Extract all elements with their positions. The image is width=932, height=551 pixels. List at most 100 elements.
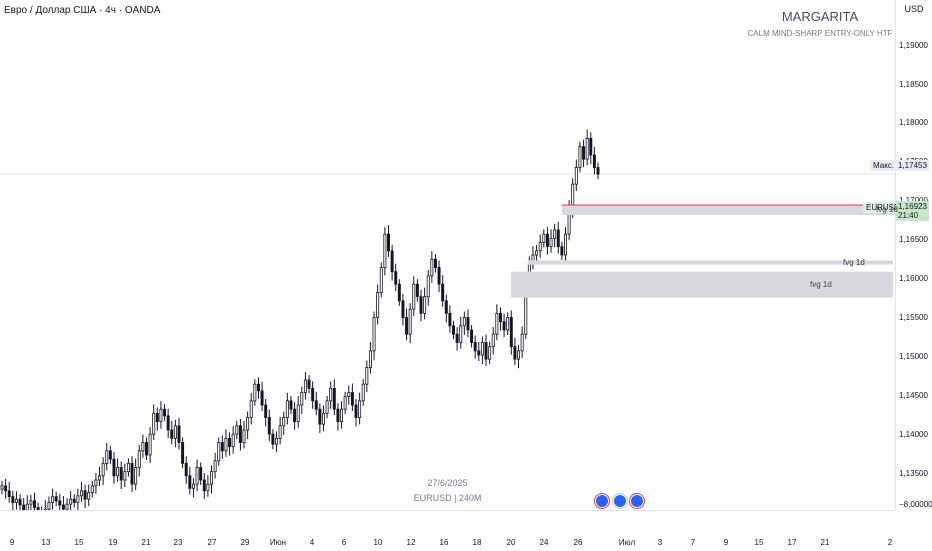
candle-body <box>574 167 578 185</box>
candle-body <box>509 317 513 348</box>
candle-body <box>372 317 376 352</box>
candle-body <box>87 492 91 500</box>
candle-body <box>206 483 210 492</box>
candle-body <box>589 137 593 156</box>
time-tick-label: 17 <box>787 538 797 547</box>
economic-event-icon[interactable] <box>595 494 609 508</box>
candle-body <box>134 467 138 485</box>
candle-body <box>289 400 293 410</box>
candle-body <box>25 503 29 510</box>
candle-body <box>426 275 430 298</box>
time-axis[interactable]: 9 13 15 19 21 23 27 29 Июн 4 6 10 12 16 18 20 24 26 Июл 3 7 9… <box>0 510 895 551</box>
time-tick-label: 13 <box>41 538 51 547</box>
fvg-zone-label: fvg 1d <box>843 257 865 267</box>
candle-body <box>246 417 250 431</box>
candle-body <box>242 429 246 443</box>
candle-body <box>296 404 300 423</box>
candle-body <box>119 467 123 481</box>
candle-body <box>220 442 224 452</box>
candle-body <box>517 350 521 360</box>
fvg-zone-label: fvg 1d <box>876 205 898 214</box>
candle-body <box>365 367 369 385</box>
candle-body <box>325 400 329 414</box>
candle-body <box>495 312 499 335</box>
candle-body <box>444 300 448 314</box>
candle-body <box>33 500 36 508</box>
candle-body <box>105 450 109 464</box>
currency-button[interactable]: USD <box>900 2 928 17</box>
candle-body <box>354 404 358 418</box>
candle-body <box>379 267 383 293</box>
candle-body <box>4 485 8 492</box>
candle-body <box>376 292 380 318</box>
candle-body <box>170 429 174 439</box>
price-tick-label: 1,18500 <box>899 80 928 89</box>
candle-body <box>141 442 145 452</box>
candle-body <box>358 400 362 418</box>
time-tick-label: 6 <box>341 538 347 547</box>
candle-body <box>545 233 549 248</box>
price-axis[interactable]: 1,190001,185001,180001,175001,170001,165… <box>895 0 932 510</box>
candle-body <box>535 250 539 256</box>
candle-body <box>126 462 130 473</box>
candle-body <box>448 312 452 327</box>
time-tick-label: 9 <box>723 538 729 547</box>
price-tick-label: 1,16000 <box>899 274 928 283</box>
price-tick-label: 1,15000 <box>899 352 928 361</box>
economic-event-icon[interactable] <box>613 494 627 508</box>
candle-body <box>556 229 560 248</box>
candle-body <box>58 500 62 506</box>
price-tick-label: 1,19000 <box>899 41 928 50</box>
candle-body <box>145 442 148 456</box>
candle-body <box>282 417 286 427</box>
price-tick-label: 1,13500 <box>899 469 928 478</box>
candle-body <box>184 462 188 477</box>
candle-body <box>202 479 206 492</box>
candle-body <box>148 433 152 456</box>
candle-body <box>51 496 55 503</box>
candle-body <box>271 433 275 445</box>
candle-body <box>321 412 325 425</box>
candle-body <box>368 350 372 368</box>
time-tick-label: 20 <box>506 538 516 547</box>
candle-body <box>278 425 282 439</box>
price-tick-label: 1,15500 <box>899 313 928 322</box>
candle-body <box>72 498 76 503</box>
candle-body <box>181 442 185 464</box>
time-tick-label: 9 <box>9 538 15 547</box>
price-tick-label: 1,16500 <box>899 235 928 244</box>
candle-body <box>560 246 564 256</box>
candle-body <box>343 396 347 410</box>
candle-body <box>397 283 401 302</box>
candle-body <box>83 490 87 500</box>
price-chart[interactable] <box>0 0 895 510</box>
candle-body <box>405 317 409 335</box>
candle-body <box>347 392 351 398</box>
candle-body <box>235 425 239 435</box>
time-tick-label: 26 <box>573 538 583 547</box>
candle-body <box>79 490 83 497</box>
candle-body <box>224 437 228 452</box>
candle-body <box>394 271 398 285</box>
candle-body <box>480 342 484 356</box>
candle-body <box>61 504 65 510</box>
candle-body <box>412 283 416 310</box>
candle-body <box>275 437 279 445</box>
candle-body <box>419 296 423 314</box>
fvg-zone <box>511 271 893 298</box>
economic-event-icon[interactable] <box>630 494 644 508</box>
last-price-value: 1,16923 <box>898 202 927 211</box>
candle-body <box>423 296 427 314</box>
candle-body <box>506 317 510 331</box>
candle-body <box>484 342 488 360</box>
time-tick-label: Июн <box>269 538 287 547</box>
candle-body <box>538 242 542 252</box>
candle-body <box>238 425 242 443</box>
candle-body <box>596 167 600 175</box>
candle-body <box>177 425 181 443</box>
candle-body <box>340 408 344 423</box>
symbol-tag: EURUSD <box>863 202 903 213</box>
candle-body <box>163 408 167 417</box>
time-tick-label: 21 <box>820 538 830 547</box>
candle-body <box>415 283 419 298</box>
